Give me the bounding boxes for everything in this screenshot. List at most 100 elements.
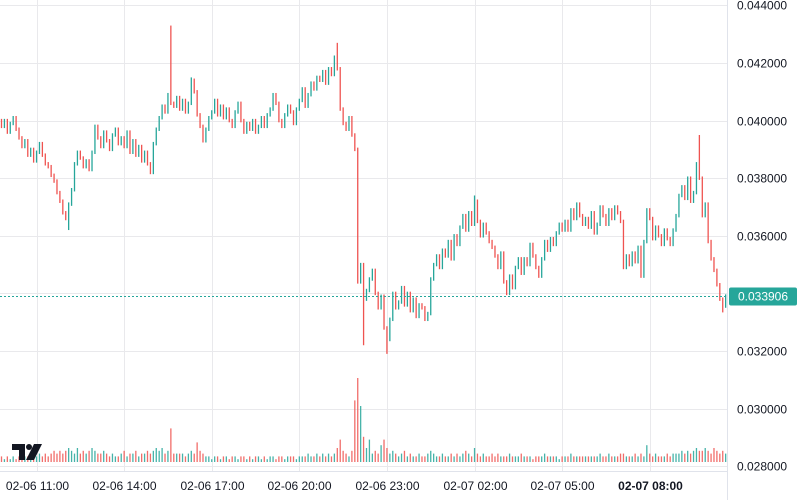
volume-bar — [362, 436, 365, 462]
volume-bar — [103, 450, 105, 462]
volume-bar — [409, 453, 411, 462]
volume-bar — [564, 456, 566, 462]
volume-bar — [660, 456, 663, 462]
time-axis[interactable]: 02-06 11:00 02-06 14:00 02-06 17:00 02-06 2… — [6, 479, 683, 493]
volume-bar — [719, 453, 721, 462]
volume-bar — [470, 456, 473, 462]
volume-bar — [360, 406, 362, 462]
volume-bar — [625, 456, 628, 462]
volume-bar — [240, 456, 242, 462]
volume-bar — [593, 456, 595, 462]
x-tick-label: 02-07 05:00 — [530, 479, 594, 493]
volume-bar — [608, 453, 610, 462]
volume-bar — [351, 450, 353, 462]
volume-bar — [611, 456, 613, 462]
volume-bars — [0, 378, 727, 462]
volume-bar — [520, 453, 522, 462]
volume-bar — [500, 456, 502, 462]
volume-bar — [649, 453, 651, 462]
x-tick-label: 02-07 02:00 — [443, 479, 507, 493]
volume-bar — [634, 453, 636, 462]
volume-bar — [114, 456, 117, 462]
volume-bar — [365, 448, 368, 462]
volume-bar — [672, 453, 674, 462]
volume-bar — [654, 453, 657, 462]
volume-bar — [707, 450, 709, 462]
volume-bar — [120, 453, 122, 462]
volume-bar — [430, 450, 432, 462]
volume-bar — [272, 456, 274, 462]
volume-bar — [263, 456, 265, 462]
volume-bar — [202, 453, 204, 462]
volume-bar — [219, 459, 222, 462]
volume-bar — [38, 453, 41, 462]
volume-bar — [599, 453, 601, 462]
volume-bar — [616, 456, 619, 462]
volume-bar — [637, 456, 639, 462]
price-axis[interactable]: 0.044000 0.042000 0.040000 0.038000 0.036000… — [737, 0, 787, 474]
volume-bar — [354, 400, 356, 462]
last-price-badge — [729, 287, 797, 306]
volume-bar — [178, 453, 181, 462]
volume-bar — [614, 456, 616, 462]
volume-bar — [681, 450, 683, 462]
volume-bar — [211, 459, 213, 462]
volume-bar — [155, 448, 157, 462]
volume-bar — [316, 453, 318, 462]
volume-bar — [552, 456, 555, 462]
volume-bar — [395, 453, 397, 462]
volume-bar — [307, 453, 309, 462]
volume-bar — [675, 453, 677, 462]
volume-bar — [348, 456, 350, 462]
volume-bar — [73, 453, 76, 462]
volume-bar — [494, 456, 496, 462]
volume-bar — [330, 456, 333, 462]
volume-bar — [184, 456, 187, 462]
volume-bar — [643, 456, 645, 462]
volume-bar — [336, 448, 338, 462]
volume-bar — [462, 453, 464, 462]
volume-bar — [3, 459, 6, 462]
volume-bar — [491, 453, 493, 462]
y-tick-label: 0.038000 — [737, 172, 787, 186]
tradingview-logo-icon[interactable] — [12, 444, 42, 460]
volume-bar — [497, 453, 499, 462]
volume-bar — [406, 456, 409, 462]
volume-bar — [555, 456, 557, 462]
volume-bar — [225, 456, 227, 462]
volume-bar — [257, 456, 260, 462]
volume-bar — [689, 453, 692, 462]
volume-bar — [266, 459, 268, 462]
volume-bar — [313, 456, 315, 462]
volume-bar — [269, 456, 271, 462]
volume-bar — [123, 450, 125, 462]
volume-bar — [529, 456, 531, 462]
volume-bar — [581, 456, 584, 462]
volume-bar — [514, 456, 517, 462]
volume-bar — [511, 456, 514, 462]
volume-bar — [412, 456, 414, 462]
volume-bar — [126, 456, 128, 462]
volume-bar — [433, 453, 435, 462]
volume-bar — [141, 453, 143, 462]
volume-bar — [473, 448, 476, 462]
volume-bar — [441, 453, 444, 462]
volume-bar — [684, 453, 686, 462]
volume-bar — [85, 453, 87, 462]
volume-bar — [357, 378, 359, 462]
volume-bar — [482, 453, 484, 462]
volume-bar — [190, 450, 192, 462]
volume-bar — [228, 459, 230, 462]
volume-bar — [692, 450, 695, 462]
y-tick-label: 0.036000 — [737, 230, 787, 244]
volume-bar — [421, 456, 423, 462]
volume-bar — [587, 456, 590, 462]
volume-bar — [158, 450, 160, 462]
volume-bar — [713, 448, 715, 462]
volume-bar — [397, 456, 400, 462]
x-tick-label: 02-06 14:00 — [92, 479, 156, 493]
volume-bar — [167, 450, 169, 462]
volume-bar — [6, 456, 8, 462]
volume-bar — [710, 453, 712, 462]
